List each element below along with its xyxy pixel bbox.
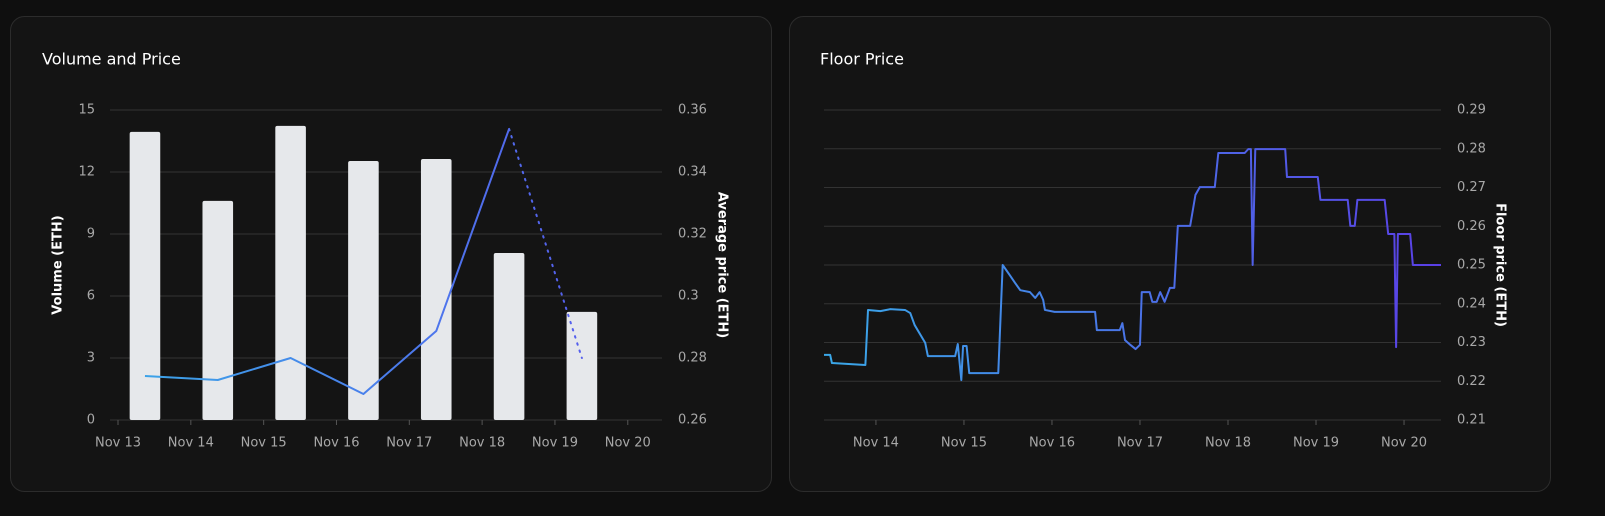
y-tick-label: 3 [87, 351, 95, 366]
y2-tick-label: 0.27 [1457, 180, 1486, 195]
chart-title: Volume and Price [42, 50, 181, 69]
y-axis-title: Volume (ETH) [51, 215, 66, 314]
x-tick-label: Nov 17 [1117, 436, 1163, 451]
y2-tick-label: 0.28 [678, 351, 707, 366]
y-tick-label: 0 [87, 413, 95, 428]
y2-tick-label: 0.3 [678, 289, 699, 304]
y2-tick-label: 0.25 [1457, 258, 1486, 273]
bar [202, 200, 234, 420]
bar [493, 253, 525, 420]
line-dotted [508, 127, 583, 359]
x-tick-label: Nov 19 [532, 436, 578, 451]
y-tick-label: 6 [87, 289, 95, 304]
y2-tick-label: 0.28 [1457, 141, 1486, 156]
y2-tick-label: 0.32 [678, 227, 707, 242]
bar [275, 125, 306, 420]
x-tick-label: Nov 13 [95, 436, 141, 451]
y2-tick-label: 0.26 [678, 413, 707, 428]
y2-tick-label: 0.24 [1457, 296, 1486, 311]
bar [566, 311, 598, 420]
x-tick-label: Nov 15 [241, 436, 287, 451]
line [824, 148, 1441, 382]
x-tick-label: Nov 19 [1293, 436, 1339, 451]
x-tick-label: Nov 18 [1205, 436, 1251, 451]
line [144, 128, 511, 395]
x-tick-label: Nov 14 [853, 436, 899, 451]
x-tick-label: Nov 20 [605, 436, 651, 451]
y2-tick-label: 0.36 [678, 103, 707, 118]
chart-title: Floor Price [820, 50, 904, 69]
y2-tick-label: 0.21 [1457, 413, 1486, 428]
x-tick-label: Nov 16 [1029, 436, 1075, 451]
y2-tick-label: 0.26 [1457, 219, 1486, 234]
y2-axis-title: Average price (ETH) [715, 192, 730, 338]
y-tick-label: 12 [78, 165, 95, 180]
x-tick-label: Nov 17 [386, 436, 432, 451]
x-tick-label: Nov 20 [1381, 436, 1427, 451]
y-tick-label: 15 [78, 103, 95, 118]
y2-tick-label: 0.34 [678, 165, 707, 180]
x-tick-label: Nov 16 [313, 436, 359, 451]
y-tick-label: 9 [87, 227, 95, 242]
y2-axis-title: Floor price (ETH) [1493, 203, 1508, 327]
bar [348, 161, 379, 420]
x-tick-label: Nov 18 [459, 436, 505, 451]
y2-tick-label: 0.29 [1457, 103, 1486, 118]
y2-tick-label: 0.22 [1457, 374, 1486, 389]
x-tick-label: Nov 15 [941, 436, 987, 451]
x-tick-label: Nov 14 [168, 436, 214, 451]
bar [420, 158, 452, 421]
y2-tick-label: 0.23 [1457, 335, 1486, 350]
bar [129, 131, 161, 420]
